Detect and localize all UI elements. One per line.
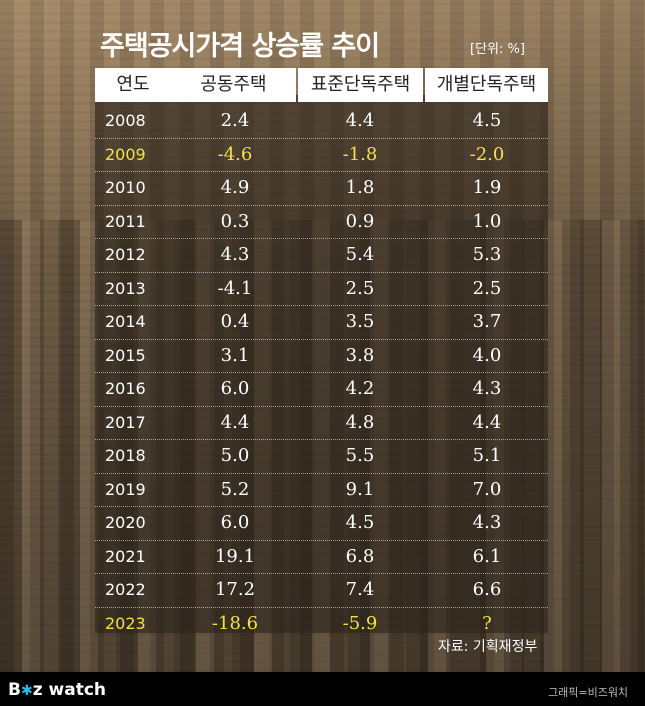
value-cell: 4.9 <box>220 177 250 198</box>
value-cell: 5.2 <box>220 479 250 500</box>
footer-bar <box>0 672 645 706</box>
value-cell: 1.9 <box>472 177 502 198</box>
value-cell: 4.5 <box>472 110 502 131</box>
value-cell: 6.1 <box>472 546 502 567</box>
column-header-2: 표준단독주택 <box>298 68 423 102</box>
value-cell: 6.8 <box>345 546 375 567</box>
value-cell: 4.3 <box>472 378 502 399</box>
value-cell: 5.3 <box>472 244 502 265</box>
year-cell: 2021 <box>105 547 146 566</box>
row-divider <box>95 272 548 273</box>
value-cell: 0.4 <box>220 311 250 332</box>
value-cell: 4.4 <box>345 110 375 131</box>
value-cell: 4.2 <box>345 378 375 399</box>
value-cell: -5.9 <box>342 613 378 634</box>
value-cell: 4.0 <box>472 345 502 366</box>
value-cell: 17.2 <box>214 579 256 600</box>
value-cell: 7.4 <box>345 579 375 600</box>
value-cell: 1.0 <box>472 211 502 232</box>
value-cell: 0.3 <box>220 211 250 232</box>
year-cell: 2010 <box>105 178 146 197</box>
row-divider <box>95 205 548 206</box>
row-divider <box>95 305 548 306</box>
row-divider <box>95 573 548 574</box>
value-cell: 4.8 <box>345 412 375 433</box>
value-cell: -4.1 <box>217 278 253 299</box>
value-cell: 9.1 <box>345 479 375 500</box>
table-panel <box>95 95 548 633</box>
value-cell: 1.8 <box>345 177 375 198</box>
value-cell: 5.5 <box>345 445 375 466</box>
value-cell: 7.0 <box>472 479 502 500</box>
value-cell: 4.4 <box>472 412 502 433</box>
star-icon: ✱ <box>20 683 33 699</box>
column-header-3: 개별단독주택 <box>425 68 548 102</box>
row-divider <box>95 406 548 407</box>
value-cell: 5.4 <box>345 244 375 265</box>
value-cell: 5.0 <box>220 445 250 466</box>
year-cell: 2011 <box>105 212 146 231</box>
year-cell: 2015 <box>105 346 146 365</box>
row-divider <box>95 339 548 340</box>
row-divider <box>95 171 548 172</box>
value-cell: 0.9 <box>345 211 375 232</box>
year-cell: 2016 <box>105 379 146 398</box>
row-divider <box>95 506 548 507</box>
bizwatch-logo: B✱z watch <box>8 680 107 700</box>
value-cell: -1.8 <box>342 144 378 165</box>
value-cell: 3.5 <box>345 311 375 332</box>
value-cell: 2.5 <box>472 278 502 299</box>
value-cell: 6.0 <box>220 512 250 533</box>
year-cell: 2013 <box>105 279 146 298</box>
unit-label: [단위: %] <box>470 42 525 57</box>
value-cell: 4.3 <box>472 512 502 533</box>
year-cell: 2008 <box>105 111 146 130</box>
column-header-0: 연도 <box>95 68 171 102</box>
value-cell: -18.6 <box>211 613 259 634</box>
row-divider <box>95 372 548 373</box>
row-divider <box>95 238 548 239</box>
value-cell: 4.3 <box>220 244 250 265</box>
year-cell: 2012 <box>105 245 146 264</box>
value-cell: -2.0 <box>469 144 505 165</box>
value-cell: 6.6 <box>472 579 502 600</box>
year-cell: 2014 <box>105 312 146 331</box>
source-note: 자료: 기획재정부 <box>438 639 538 655</box>
row-divider <box>95 138 548 139</box>
value-cell: ? <box>482 613 492 634</box>
value-cell: 3.1 <box>220 345 250 366</box>
value-cell: -4.6 <box>217 144 253 165</box>
value-cell: 4.5 <box>345 512 375 533</box>
graphic-credit: 그래픽=비즈워치 <box>548 686 629 699</box>
value-cell: 3.7 <box>472 311 502 332</box>
year-cell: 2020 <box>105 513 146 532</box>
value-cell: 5.1 <box>472 445 502 466</box>
row-divider <box>95 439 548 440</box>
row-divider <box>95 540 548 541</box>
row-divider <box>95 607 548 608</box>
value-cell: 19.1 <box>214 546 256 567</box>
year-cell: 2009 <box>105 145 146 164</box>
year-cell: 2023 <box>105 614 146 633</box>
year-cell: 2018 <box>105 446 146 465</box>
row-divider <box>95 473 548 474</box>
value-cell: 4.4 <box>220 412 250 433</box>
value-cell: 3.8 <box>345 345 375 366</box>
year-cell: 2022 <box>105 580 146 599</box>
year-cell: 2017 <box>105 413 146 432</box>
year-cell: 2019 <box>105 480 146 499</box>
column-header-1: 공동주택 <box>171 68 296 102</box>
chart-title: 주택공시가격 상승률 추이 <box>100 31 380 62</box>
value-cell: 2.5 <box>345 278 375 299</box>
value-cell: 6.0 <box>220 378 250 399</box>
value-cell: 2.4 <box>220 110 250 131</box>
